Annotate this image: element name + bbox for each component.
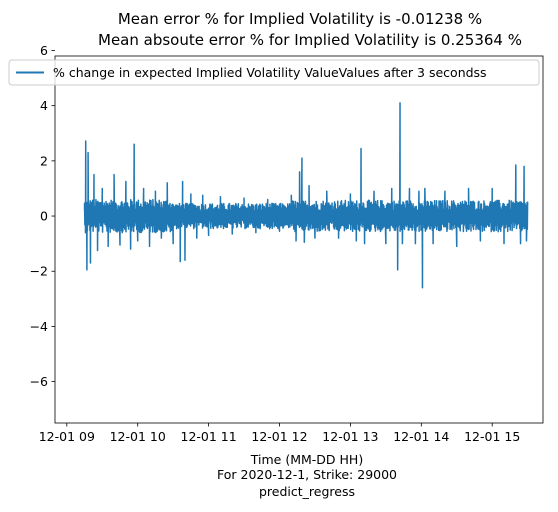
y-tick-label: 0	[40, 209, 48, 224]
x-tick-label: 12-01 14	[393, 429, 449, 444]
x-tick-label: 12-01 13	[322, 429, 378, 444]
x-tick-label: 12-01 09	[39, 429, 95, 444]
x-tick-label: 12-01 15	[464, 429, 520, 444]
x-axis-label-line-1: Time (MM-DD HH)	[250, 452, 363, 467]
y-tick-label: −6	[30, 374, 48, 389]
chart-title-line-2: Mean absoute error % for Implied Volatil…	[98, 31, 522, 49]
plot-area	[83, 102, 529, 289]
plot-frame	[54, 55, 544, 424]
x-axis-label-line-2: For 2020-12-1, Strike: 29000	[217, 467, 397, 482]
x-tick-label: 12-01 10	[110, 429, 166, 444]
y-tick-label: 4	[40, 98, 48, 113]
series-line	[83, 102, 529, 289]
x-axis-label-line-3: predict_regress	[259, 484, 355, 499]
y-tick-label: 6	[40, 43, 48, 58]
axes: −6 −4 −2 0 2 4 6 12-01 09 12-01 10 12-01 11 12-01 …	[30, 43, 544, 444]
legend-box	[8, 59, 540, 86]
y-tick-label: 2	[40, 153, 48, 168]
legend-label: % change in expected Implied Volatility …	[53, 65, 487, 80]
y-tick-label: −4	[30, 319, 48, 334]
chart-title-line-1: Mean error % for Implied Volatility is -…	[118, 10, 482, 28]
legend: % change in expected Implied Volatility …	[8, 59, 540, 86]
y-tick-label: −2	[30, 264, 48, 279]
x-tick-label: 12-01 11	[181, 429, 237, 444]
x-tick-label: 12-01 12	[251, 429, 307, 444]
